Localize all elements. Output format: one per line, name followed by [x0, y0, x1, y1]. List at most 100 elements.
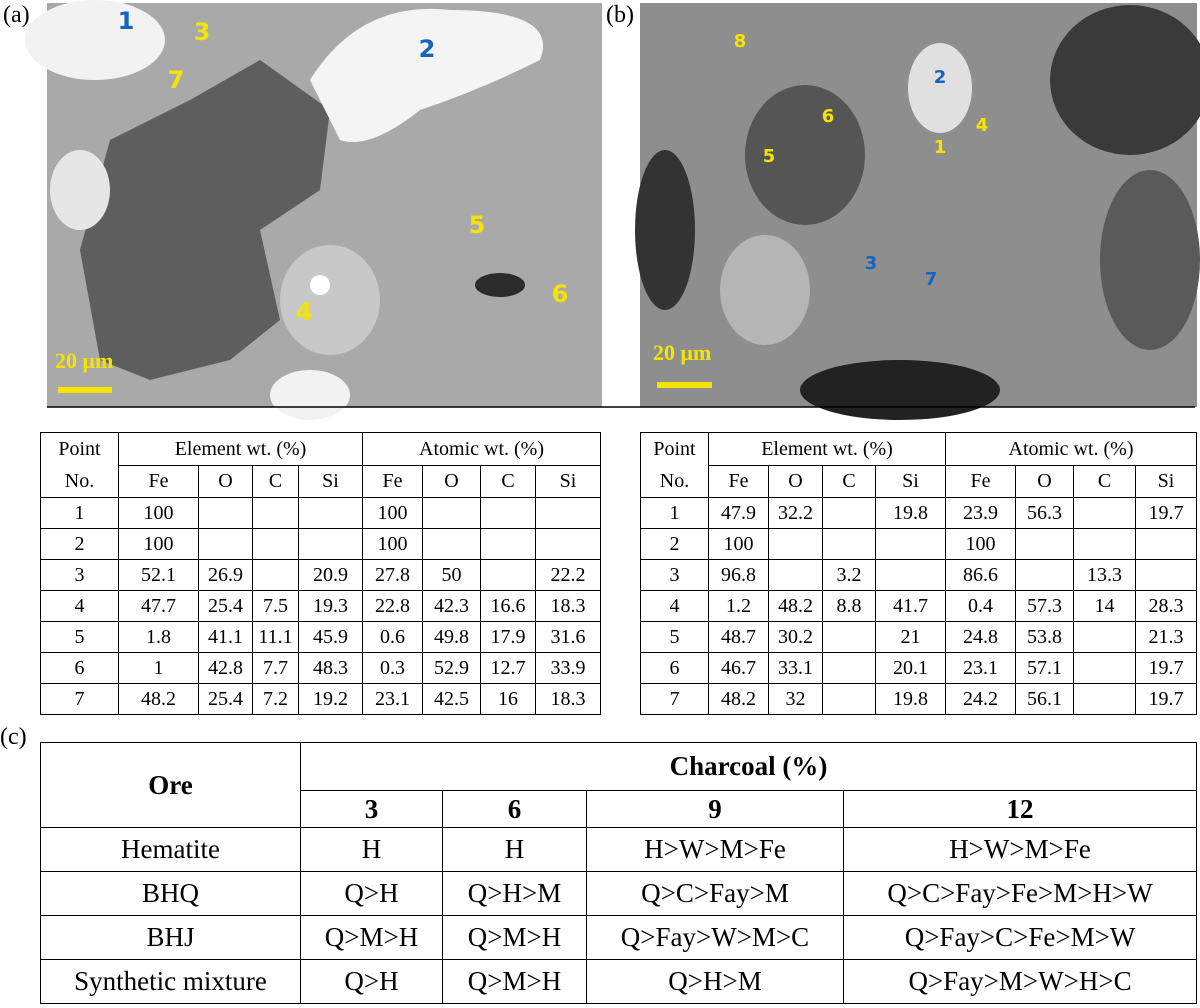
header-cell: O: [422, 465, 481, 498]
table-cell: 3: [40, 559, 119, 591]
header-cell: Element wt. (%): [118, 432, 363, 466]
table-cell: 48.2: [118, 683, 199, 715]
header-cell: Atomic wt. (%): [944, 432, 1198, 466]
table-row: 6 46.7 33.1 20.1 23.1 57.1 19.7: [640, 652, 1198, 684]
table-row: 6 1 42.8 7.7 48.3 0.3 52.9 12.7 33.9: [40, 652, 602, 684]
table-cell: 33.1: [768, 652, 823, 684]
table-cell: 45.9: [298, 621, 363, 653]
table-row: 4 47.7 25.4 7.5 19.3 22.8 42.3 16.6 18.3: [40, 590, 602, 622]
table-cell: 23.1: [945, 652, 1016, 684]
header-cell: Fe: [118, 465, 199, 498]
table-cell: 19.3: [298, 590, 363, 622]
table-cell: [1134, 528, 1198, 560]
table-cell: 19.7: [1134, 652, 1198, 684]
sem-image-b: [635, 3, 1200, 420]
header-cell: Point No.: [40, 432, 119, 498]
point-label: 5: [763, 146, 776, 167]
point-label: 7: [925, 269, 938, 290]
table-cell: [875, 559, 946, 591]
table-cell: 7.2: [252, 683, 299, 715]
table-cell: 5: [640, 621, 709, 653]
table-cell: Hematite: [40, 827, 301, 872]
table-row: 1 47.9 32.2 19.8 23.9 56.3 19.7: [640, 497, 1198, 529]
table-cell: 53.8: [1015, 621, 1074, 653]
table-cell: 4: [640, 590, 709, 622]
table-cell: [822, 652, 876, 684]
header-row: Point No. Element wt. (%) Atomic wt. (%): [40, 432, 602, 498]
table-cell: [875, 528, 946, 560]
table-cell: Q>H>M: [586, 959, 844, 1004]
table-cell: 42.8: [198, 652, 253, 684]
header-cell: C: [822, 465, 876, 498]
header-cell: C: [1073, 465, 1136, 498]
table-cell: [1073, 497, 1136, 529]
header-text: No.: [659, 470, 690, 492]
header-cell: Fe: [362, 465, 423, 498]
point-label: 1: [118, 7, 135, 35]
table-cell: 21: [875, 621, 946, 653]
table-cell: 19.8: [875, 497, 946, 529]
table-cell: 32: [768, 683, 823, 715]
point-label: 7: [168, 66, 185, 94]
table-cell: 0.6: [362, 621, 423, 653]
table-cell: 19.7: [1134, 497, 1198, 529]
header-cell: 9: [586, 790, 844, 828]
table-cell: Q>C>Fay>M: [586, 871, 844, 916]
table-cell: [1015, 559, 1074, 591]
table-cell: 7.5: [252, 590, 299, 622]
table-cell: 3: [640, 559, 709, 591]
table-cell: [1073, 652, 1136, 684]
table-cell: [1134, 559, 1198, 591]
table-cell: 20.1: [875, 652, 946, 684]
header-cell: Point No.: [640, 432, 709, 498]
table-cell: 23.9: [945, 497, 1016, 529]
table-cell: 11.1: [252, 621, 299, 653]
table-cell: 48.7: [708, 621, 769, 653]
header-row: Ore Charcoal (%): [40, 742, 1198, 828]
table-cell: Q>H: [300, 871, 443, 916]
table-cell: 6: [640, 652, 709, 684]
table-row: Synthetic mixture Q>H Q>M>H Q>H>M Q>Fay>M>W>…: [40, 959, 1198, 1004]
table-cell: 1: [118, 652, 199, 684]
point-label: 3: [194, 18, 211, 46]
table-cell: [1015, 528, 1074, 560]
table-cell: [822, 683, 876, 715]
point-label: 2: [419, 35, 436, 63]
table-cell: 32.2: [768, 497, 823, 529]
table-cell: 0.3: [362, 652, 423, 684]
table-cell: [822, 621, 876, 653]
table-cell: Q>M>H: [300, 915, 443, 960]
table-cell: 2: [40, 528, 119, 560]
table-cell: [198, 528, 253, 560]
table-cell: [1073, 621, 1136, 653]
table-cell: [422, 497, 481, 529]
table-cell: [480, 559, 536, 591]
table-cell: Q>H: [300, 959, 443, 1004]
table-row: 3 96.8 3.2 86.6 13.3: [640, 559, 1198, 591]
point-label: 5: [469, 211, 486, 239]
header-cell: O: [198, 465, 253, 498]
header-text: No.: [64, 470, 95, 492]
table-cell: 42.3: [422, 590, 481, 622]
header-cell: 12: [842, 790, 1198, 828]
table-cell: 1.8: [118, 621, 199, 653]
table-cell: 25.4: [198, 590, 253, 622]
table-cell: 30.2: [768, 621, 823, 653]
scale-label: 20 μm: [55, 348, 113, 373]
table-cell: Q>Fay>C>Fe>M>W: [842, 915, 1198, 960]
table-cell: H: [300, 827, 443, 872]
header-text: Point: [58, 438, 101, 460]
point-label: 6: [822, 106, 835, 127]
table-cell: 8.8: [822, 590, 876, 622]
table-cell: 41.1: [198, 621, 253, 653]
table-row: Hematite H H H>W>M>Fe H>W>M>Fe: [40, 827, 1198, 872]
table-cell: [1073, 528, 1136, 560]
header-cell: Si: [1134, 465, 1198, 498]
table-cell: H>W>M>Fe: [842, 827, 1198, 872]
table-cell: BHQ: [40, 871, 301, 916]
table-cell: 13.3: [1073, 559, 1136, 591]
table-cell: 17.9: [480, 621, 536, 653]
header-cell: 3: [300, 790, 443, 828]
table-cell: 19.8: [875, 683, 946, 715]
